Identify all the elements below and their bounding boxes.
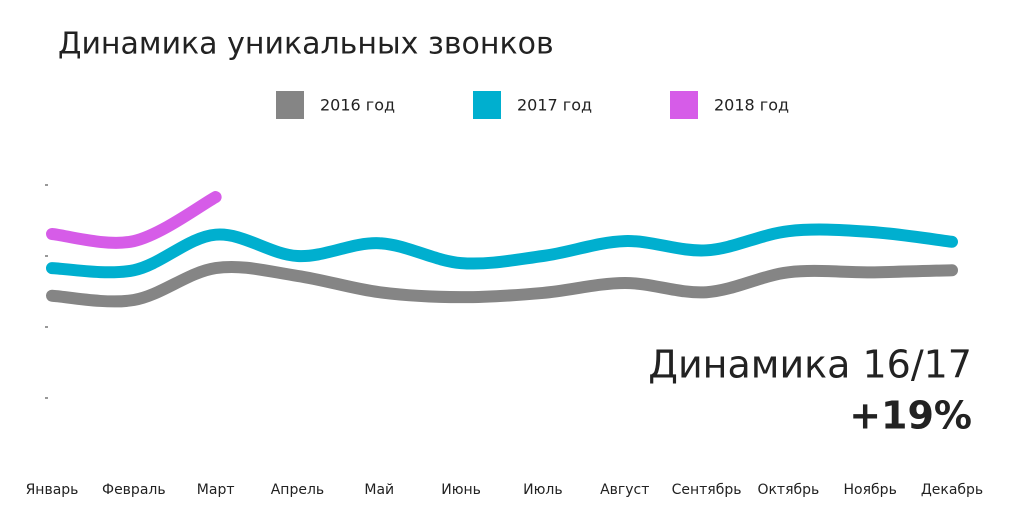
x-tick-label: Май [364,482,394,498]
x-tick-label: Октябрь [757,482,819,498]
x-tick-label: Июль [523,482,562,498]
chart-title: Динамика уникальных звонков [58,27,554,62]
x-tick-label: Ноябрь [844,482,897,498]
legend-swatch [670,91,698,119]
legend-label: 2016 год [320,96,395,115]
series-line [46,191,222,249]
x-tick-label: Март [197,482,235,498]
x-tick-label: Апрель [271,482,324,498]
x-tick-label: Февраль [102,482,166,498]
annotation: +19% [849,394,972,438]
x-tick-label: Январь [26,482,79,498]
x-tick-label: Сентябрь [672,482,742,498]
x-tick-label: Декабрь [921,482,983,498]
x-tick-label: Июнь [441,482,481,498]
legend-label: 2017 год [517,96,592,115]
legend-swatch [276,91,304,119]
legend-label: 2018 год [714,96,789,115]
x-tick-label: Август [600,482,649,498]
legend-swatch [473,91,501,119]
series-line [46,223,958,279]
annotation: Динамика 16/17 [648,343,972,387]
series-line [46,260,958,308]
